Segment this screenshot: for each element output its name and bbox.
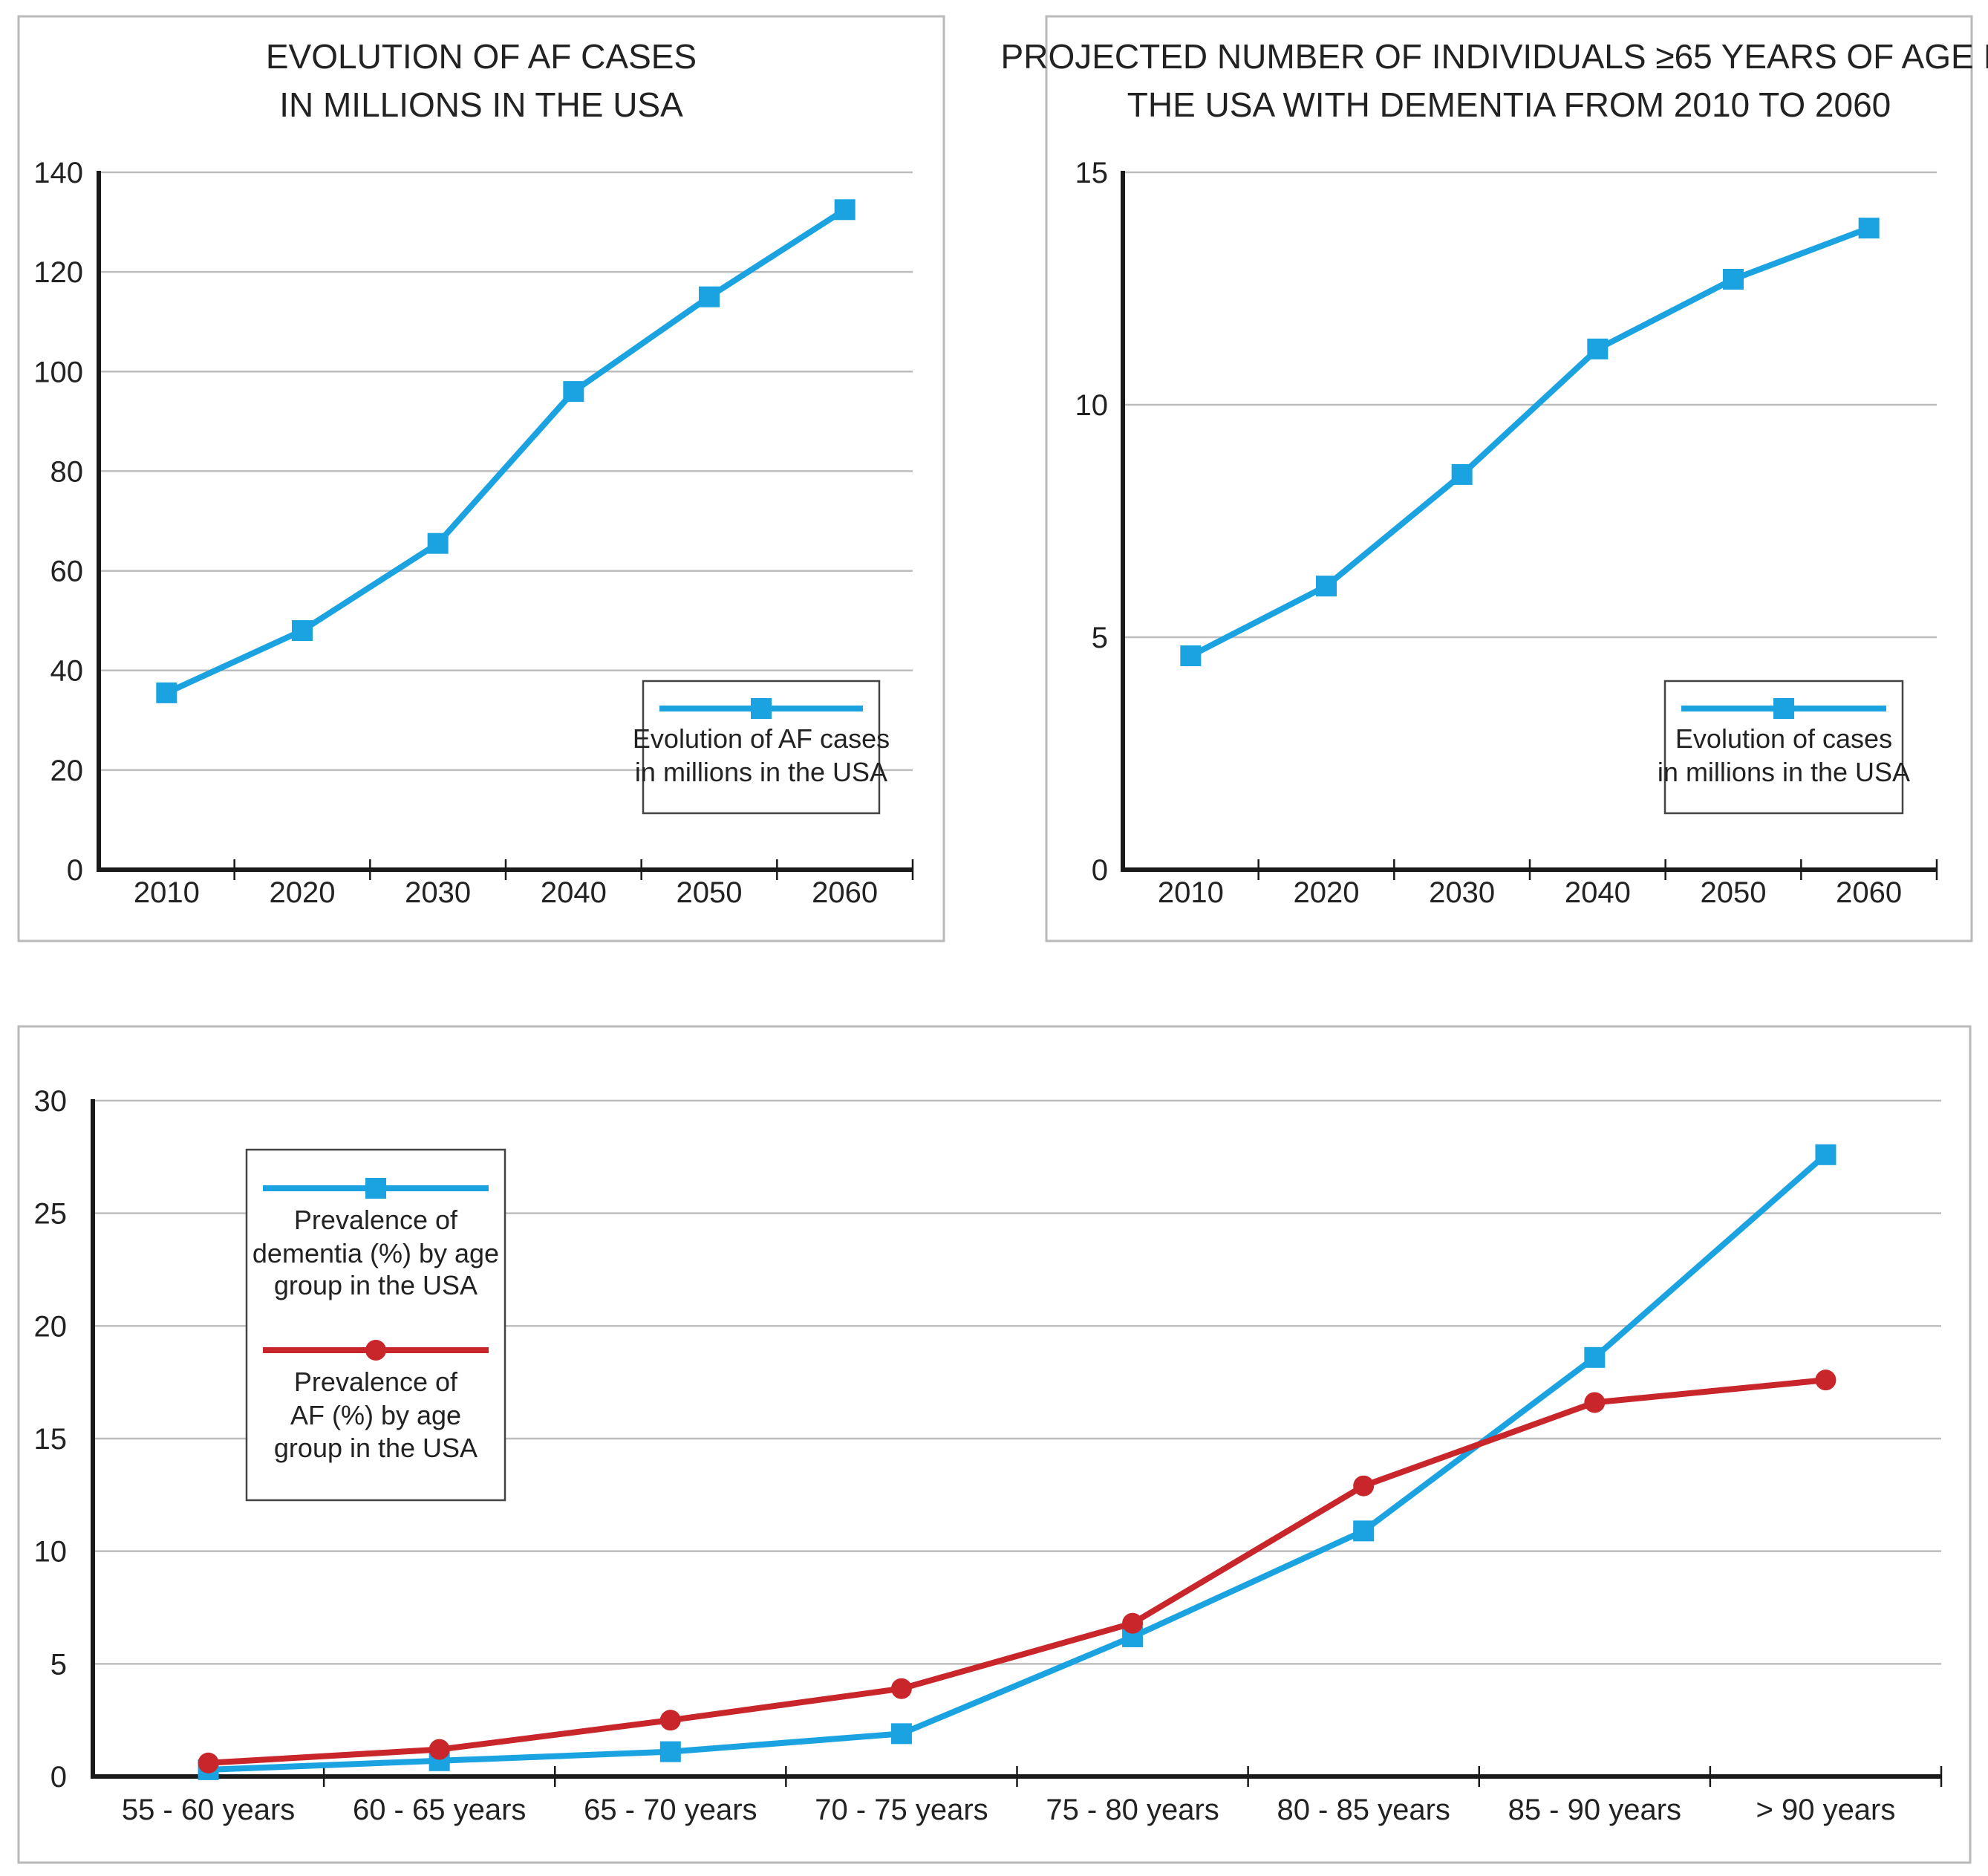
y-tick-label: 10 xyxy=(1075,389,1109,422)
data-point-marker xyxy=(659,1710,681,1731)
data-point-marker xyxy=(659,1741,681,1762)
y-tick-label: 20 xyxy=(34,1310,68,1343)
y-tick-label: 60 xyxy=(50,556,84,588)
series-line-1 xyxy=(165,206,847,696)
y-tick-label: 0 xyxy=(67,854,83,887)
data-point-marker xyxy=(427,532,449,554)
y-tick-label: 15 xyxy=(1075,157,1109,189)
y-tick-label: 5 xyxy=(1092,622,1108,654)
chart-title-line: IN MILLIONS IN THE USA xyxy=(279,85,683,124)
legend-label: group in the USA xyxy=(274,1433,478,1463)
data-point-marker xyxy=(1584,1346,1606,1368)
x-tick-label: 70 - 75 years xyxy=(815,1794,988,1826)
data-point-marker xyxy=(1723,268,1744,290)
legend-label: group in the USA xyxy=(274,1270,478,1300)
series-line-1 xyxy=(208,1152,1828,1773)
x-tick-label: 2050 xyxy=(1701,876,1767,909)
y-tick-label: 15 xyxy=(34,1423,68,1456)
legend-label: Evolution of cases xyxy=(1675,723,1892,754)
y-tick-label: 100 xyxy=(33,356,83,388)
data-point-marker xyxy=(1858,218,1880,239)
x-tick-label: 60 - 65 years xyxy=(353,1794,526,1826)
data-point-marker xyxy=(1815,1144,1837,1165)
legend-label: AF (%) by age xyxy=(290,1400,461,1430)
legend-marker-square xyxy=(365,1178,386,1199)
x-tick-label: 2040 xyxy=(1565,876,1631,909)
y-tick-label: 0 xyxy=(50,1761,67,1794)
x-tick-label: 2060 xyxy=(1836,876,1902,909)
y-tick-label: 10 xyxy=(34,1536,68,1569)
x-tick-label: 55 - 60 years xyxy=(122,1794,295,1826)
chart-title-line: EVOLUTION OF AF CASES xyxy=(266,37,697,76)
x-tick-label: 75 - 80 years xyxy=(1046,1794,1219,1826)
legend-box xyxy=(245,1148,506,1502)
x-tick-label: 2030 xyxy=(1429,876,1495,909)
data-point-marker xyxy=(699,286,720,307)
data-point-marker xyxy=(1587,338,1609,359)
y-tick-label: 5 xyxy=(50,1648,67,1681)
data-point-marker xyxy=(890,1678,912,1699)
x-tick-label: 2050 xyxy=(677,876,743,909)
legend-label: in millions in the USA xyxy=(635,757,887,787)
y-tick-label: 30 xyxy=(34,1085,68,1118)
y-tick-label: 120 xyxy=(33,256,83,289)
legend-marker-circle xyxy=(365,1340,386,1361)
chart-1: EVOLUTION OF AF CASES IN MILLIONS IN THE … xyxy=(17,15,945,942)
data-point-marker xyxy=(428,1739,450,1760)
y-tick-label: 140 xyxy=(33,157,83,189)
data-point-marker xyxy=(1316,576,1337,597)
data-point-marker xyxy=(156,682,177,703)
x-tick-label: 2020 xyxy=(1294,876,1360,909)
legend-label: in millions in the USA xyxy=(1658,757,1910,787)
x-tick-label: > 90 years xyxy=(1756,1794,1895,1826)
legend-marker-square xyxy=(751,698,772,719)
x-tick-label: 2060 xyxy=(812,876,878,909)
chart-2: PROJECTED NUMBER OF INDIVIDUALS ≥65 YEAR… xyxy=(1001,15,1988,942)
legend-marker-square xyxy=(1773,698,1794,719)
data-point-marker xyxy=(1451,463,1473,485)
legend-label: Prevalence of xyxy=(294,1367,458,1397)
y-tick-label: 25 xyxy=(34,1198,68,1231)
x-tick-label: 2020 xyxy=(270,876,336,909)
series-line-1 xyxy=(1189,225,1871,659)
chart-title-line: THE USA WITH DEMENTIA FROM 2010 TO 2060 xyxy=(1127,85,1891,124)
data-point-marker xyxy=(1353,1475,1375,1496)
legend-label: Evolution of AF cases xyxy=(633,723,890,754)
x-tick-label: 65 - 70 years xyxy=(584,1794,757,1826)
x-tick-label: 2010 xyxy=(134,876,200,909)
y-tick-label: 20 xyxy=(50,755,84,787)
series-line-2 xyxy=(208,1377,1826,1766)
data-point-marker xyxy=(1180,645,1202,667)
data-point-marker xyxy=(563,381,584,403)
data-point-marker xyxy=(1122,1612,1144,1634)
data-point-marker xyxy=(292,620,313,642)
data-point-marker xyxy=(1353,1520,1375,1542)
data-point-marker xyxy=(1815,1369,1837,1391)
y-tick-label: 40 xyxy=(50,655,84,688)
legend-label: dementia (%) by age xyxy=(252,1238,499,1268)
data-point-marker xyxy=(834,199,856,221)
x-tick-label: 2040 xyxy=(541,876,607,909)
data-point-marker xyxy=(1584,1392,1606,1413)
x-tick-label: 2030 xyxy=(405,876,471,909)
y-tick-label: 80 xyxy=(50,455,84,488)
data-point-marker xyxy=(890,1723,912,1745)
x-tick-label: 80 - 85 years xyxy=(1277,1794,1450,1826)
x-tick-label: 2010 xyxy=(1158,876,1224,909)
x-tick-label: 85 - 90 years xyxy=(1508,1794,1681,1826)
y-tick-label: 0 xyxy=(1092,854,1108,887)
data-point-marker xyxy=(198,1752,219,1774)
legend-label: Prevalence of xyxy=(294,1205,458,1235)
chart-3: 0 5 10 15 20 25 30 55 - 60 years 60 - 65 years 65… xyxy=(17,1025,1972,1864)
chart-title-line: PROJECTED NUMBER OF INDIVIDUALS ≥65 YEAR… xyxy=(1001,37,1988,76)
